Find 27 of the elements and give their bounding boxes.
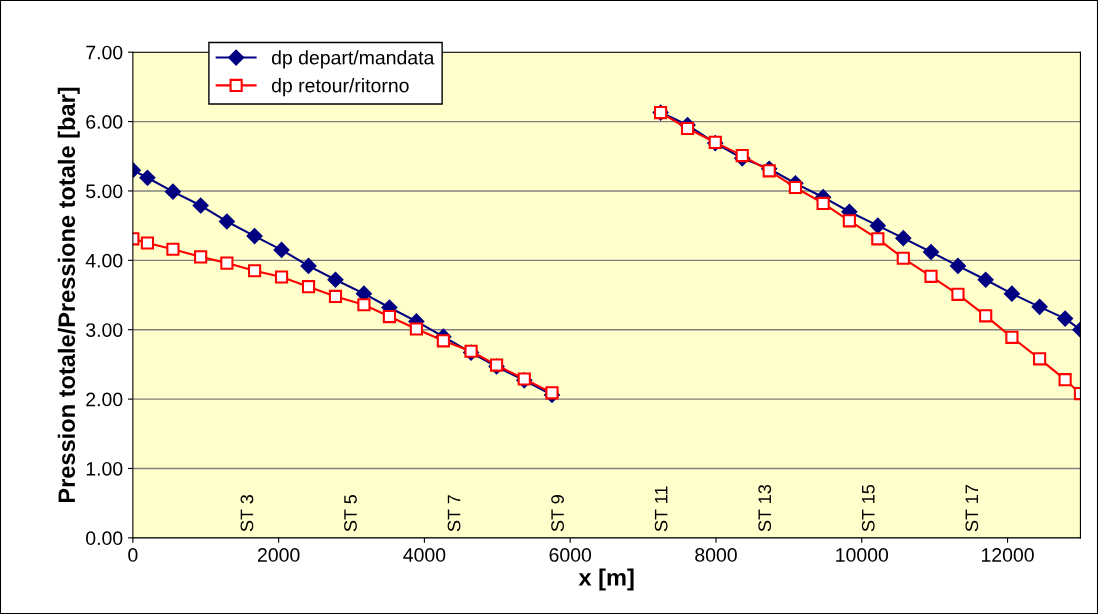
y-tick-label: 5.00 bbox=[86, 184, 123, 199]
x-tick-label: 6000 bbox=[549, 548, 592, 562]
y-tick-label: 4.00 bbox=[85, 253, 123, 268]
legend-label: dp retour/ritorno bbox=[271, 78, 409, 97]
y-tick-label: 7.00 bbox=[86, 45, 123, 60]
y-tick-label: 0.00 bbox=[86, 531, 123, 546]
annotation: ST 11 bbox=[654, 486, 668, 532]
annotation: ST 3 bbox=[240, 495, 254, 532]
y-tick-label: 3.00 bbox=[86, 323, 123, 337]
annotation: ST 7 bbox=[447, 495, 461, 532]
x-tick-label: 2000 bbox=[257, 548, 300, 562]
y-axis-title: Pression totale/Pressione totale [bar] bbox=[57, 87, 80, 503]
y-tick-label: 2.00 bbox=[86, 392, 123, 407]
annotation: ST 9 bbox=[551, 495, 564, 532]
x-tick-label: 0 bbox=[128, 548, 138, 562]
x-axis-title: x [m] bbox=[578, 568, 634, 591]
annotation: ST 17 bbox=[965, 485, 979, 532]
y-tick-label: 6.00 bbox=[86, 115, 123, 129]
x-tick-label: 10000 bbox=[836, 548, 889, 562]
x-tick-label: 8000 bbox=[695, 548, 737, 562]
x-tick-label: 12000 bbox=[981, 548, 1034, 562]
annotation: ST 5 bbox=[344, 494, 357, 532]
y-tick-label: 1.00 bbox=[86, 461, 123, 476]
x-tick-label: 4000 bbox=[403, 548, 446, 562]
annotation: ST 13 bbox=[758, 484, 772, 532]
annotation: ST 15 bbox=[861, 484, 875, 532]
legend-label: dp depart/mandata bbox=[271, 50, 435, 69]
